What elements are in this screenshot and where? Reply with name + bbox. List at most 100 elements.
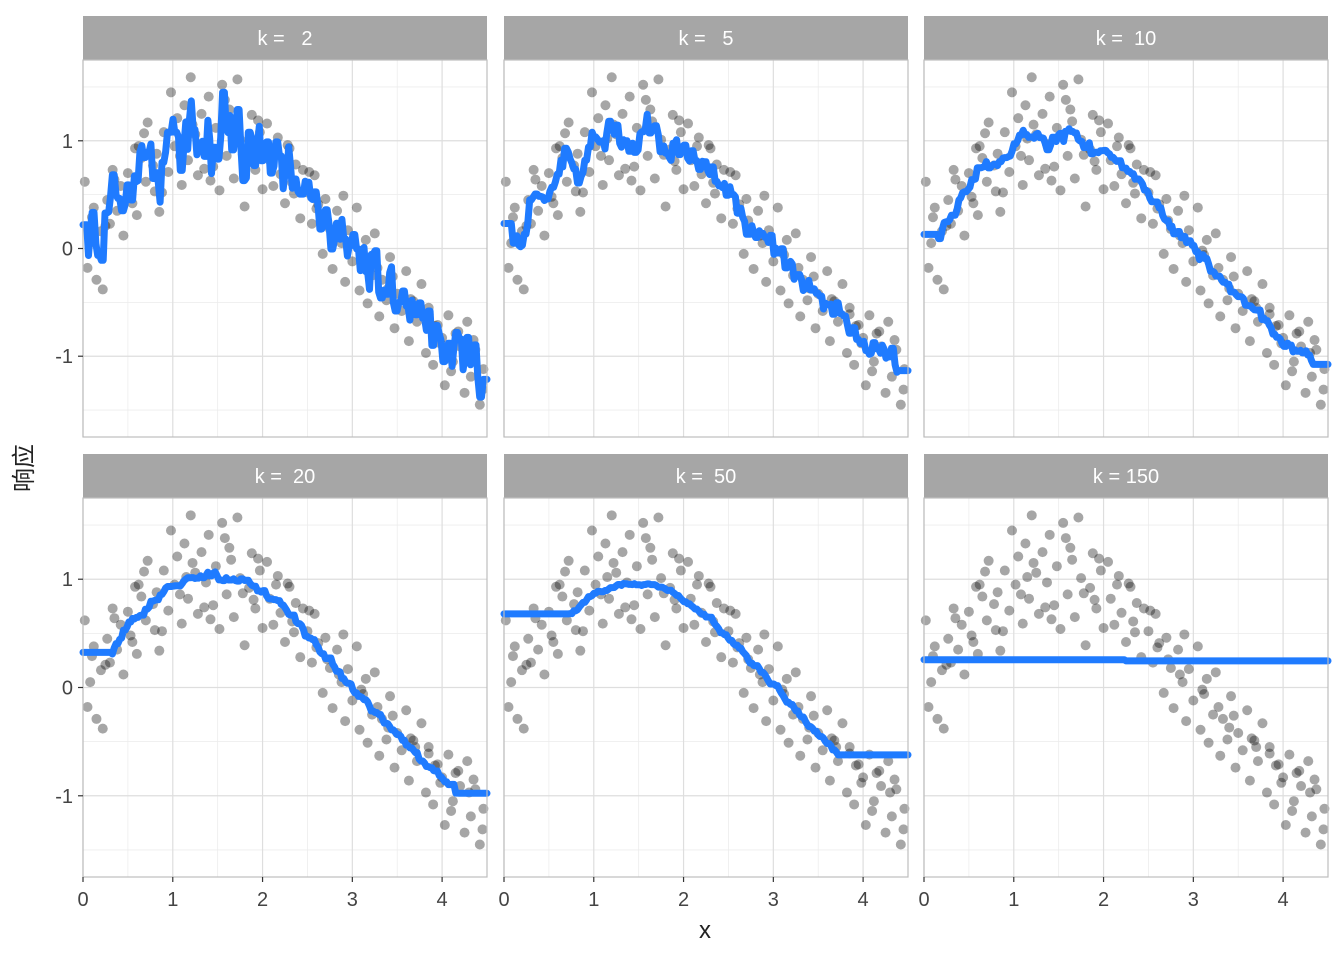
- data-point: [701, 637, 711, 648]
- data-point: [795, 750, 806, 761]
- data-point: [122, 606, 133, 617]
- data-point: [781, 673, 792, 684]
- data-point: [530, 174, 541, 185]
- data-point: [354, 724, 365, 735]
- data-point: [1230, 762, 1241, 773]
- data-point: [131, 648, 142, 659]
- data-point: [675, 127, 686, 138]
- facet-strip: [924, 16, 1328, 60]
- data-point: [860, 380, 871, 391]
- data-point: [217, 79, 228, 90]
- data-point: [512, 274, 523, 285]
- data-point: [509, 641, 520, 652]
- data-point: [968, 198, 979, 209]
- data-point: [983, 555, 994, 566]
- panels-layer: k = 2 k = 5 k = 10 k = 20 k = 50 k = 150: [79, 16, 1332, 878]
- data-point: [1128, 616, 1139, 627]
- data-point: [693, 132, 704, 143]
- data-point: [237, 588, 248, 599]
- data-point: [649, 173, 660, 184]
- data-point: [1058, 79, 1069, 90]
- facet-strip: [924, 454, 1328, 498]
- data-point: [327, 263, 338, 274]
- data-point: [500, 615, 511, 626]
- data-point: [1055, 185, 1066, 196]
- data-point: [465, 371, 476, 382]
- data-point: [748, 263, 759, 274]
- data-point: [1215, 311, 1226, 322]
- data-point: [1201, 234, 1212, 245]
- data-point: [1181, 276, 1192, 287]
- data-point: [560, 128, 571, 139]
- data-point: [340, 716, 351, 727]
- data-point: [730, 170, 741, 181]
- data-point: [1129, 627, 1140, 638]
- panel-border: [923, 497, 1329, 878]
- data-point: [768, 256, 779, 267]
- data-point: [883, 316, 894, 327]
- data-point: [806, 691, 817, 702]
- data-point: [420, 347, 431, 358]
- data-point: [338, 190, 349, 201]
- data-point: [923, 701, 934, 712]
- data-point: [447, 796, 458, 807]
- data-point: [1020, 100, 1031, 111]
- data-point: [1033, 170, 1044, 181]
- data-point: [1060, 94, 1071, 105]
- data-point: [1300, 827, 1311, 838]
- data-point: [1103, 556, 1114, 567]
- data-point: [1251, 742, 1262, 753]
- data-point: [980, 128, 991, 139]
- data-point: [528, 164, 539, 175]
- data-point: [551, 143, 562, 154]
- data-point: [620, 602, 631, 613]
- data-point: [79, 176, 90, 187]
- data-point: [974, 579, 985, 590]
- data-point: [253, 115, 264, 126]
- data-point: [981, 176, 992, 187]
- data-point: [611, 567, 622, 578]
- data-point: [1033, 608, 1044, 619]
- data-point: [1252, 756, 1263, 767]
- panel-border: [923, 59, 1329, 438]
- data-point: [1192, 641, 1203, 652]
- data-point: [439, 820, 450, 831]
- data-point: [1261, 787, 1272, 798]
- data-point: [927, 212, 938, 223]
- knn-fit-line: [920, 656, 1332, 665]
- data-point: [1123, 140, 1134, 151]
- data-point: [849, 359, 860, 370]
- data-point: [163, 605, 174, 616]
- data-point: [1044, 91, 1055, 102]
- data-point: [416, 718, 427, 729]
- data-point: [338, 629, 349, 640]
- data-point: [214, 185, 225, 196]
- data-point: [837, 279, 848, 290]
- data-point: [521, 659, 532, 670]
- data-point: [1242, 266, 1253, 277]
- data-point: [959, 669, 970, 680]
- data-point: [304, 605, 315, 616]
- data-point: [122, 168, 133, 179]
- data-point: [1060, 533, 1071, 544]
- data-point: [360, 673, 371, 684]
- data-point: [1246, 733, 1257, 744]
- data-point: [474, 839, 485, 850]
- data-point: [219, 533, 230, 544]
- data-point: [196, 108, 207, 119]
- data-point: [1121, 637, 1131, 648]
- data-point: [1073, 512, 1084, 523]
- data-point: [109, 613, 120, 624]
- data-point: [1210, 667, 1221, 678]
- x-tick-label: 0: [918, 889, 929, 911]
- data-point: [647, 554, 658, 565]
- data-point: [889, 774, 900, 785]
- data-point: [516, 665, 527, 676]
- data-point: [282, 578, 293, 589]
- data-point: [824, 775, 835, 786]
- data-point: [185, 510, 196, 521]
- data-point: [868, 796, 879, 807]
- data-point: [139, 128, 150, 139]
- data-point: [509, 202, 520, 213]
- y-tick-label: 0: [62, 239, 73, 261]
